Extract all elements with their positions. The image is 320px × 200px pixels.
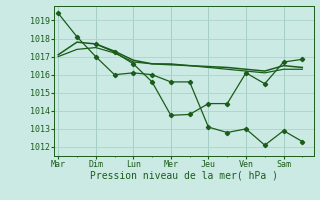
X-axis label: Pression niveau de la mer( hPa ): Pression niveau de la mer( hPa ) <box>90 171 278 181</box>
